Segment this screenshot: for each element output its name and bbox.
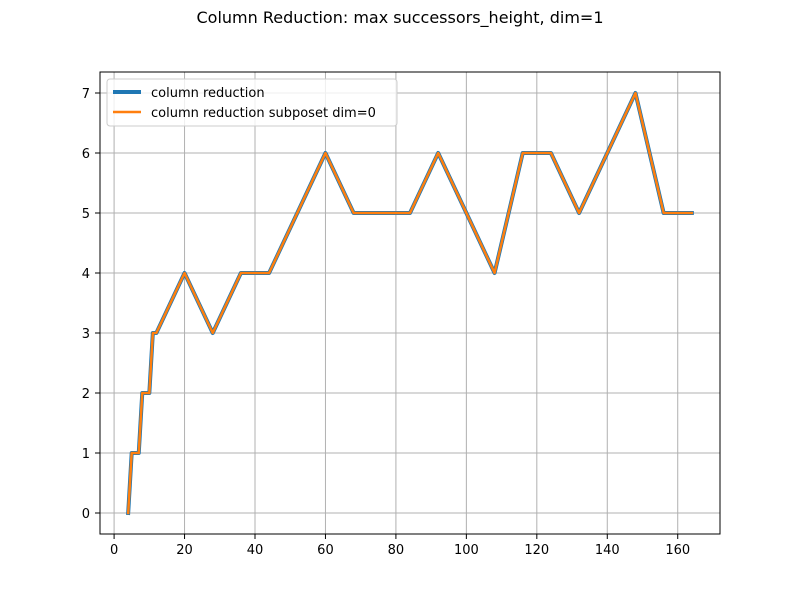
- x-tick-label: 0: [110, 543, 118, 558]
- x-tick-label: 80: [388, 543, 405, 558]
- series-layer: [126, 91, 694, 516]
- y-tick-label: 3: [82, 327, 90, 342]
- y-tick-label: 5: [82, 207, 90, 222]
- x-tick-label: 60: [317, 543, 334, 558]
- legend-label-1: column reduction: [151, 86, 265, 101]
- x-tick-label: 40: [247, 543, 264, 558]
- x-tick-label: 140: [595, 543, 620, 558]
- x-tick-label: 160: [665, 543, 690, 558]
- x-tick-label: 100: [454, 543, 479, 558]
- y-tick-label: 1: [82, 447, 90, 462]
- grid-layer: [100, 72, 720, 534]
- y-tick-label: 6: [82, 147, 90, 162]
- chart-title: Column Reduction: max successors_height,…: [196, 8, 604, 27]
- x-tick-label: 20: [176, 543, 193, 558]
- legend-label-2: column reduction subposet dim=0: [151, 106, 376, 121]
- series-line-2: [126, 91, 694, 515]
- y-tick-label: 2: [82, 387, 90, 402]
- x-tick-label: 120: [524, 543, 549, 558]
- tick-layer: 0 20 40 60 80 100 120 140 160 0 1 2 3 4 5 6 7: [82, 87, 690, 558]
- legend: column reduction column reduction subpose…: [106, 78, 398, 127]
- y-tick-label: 4: [82, 267, 90, 282]
- y-tick-label: 0: [82, 507, 90, 522]
- plot-frame: [99, 71, 721, 535]
- y-tick-label: 7: [82, 87, 90, 102]
- legend-box: [106, 78, 398, 127]
